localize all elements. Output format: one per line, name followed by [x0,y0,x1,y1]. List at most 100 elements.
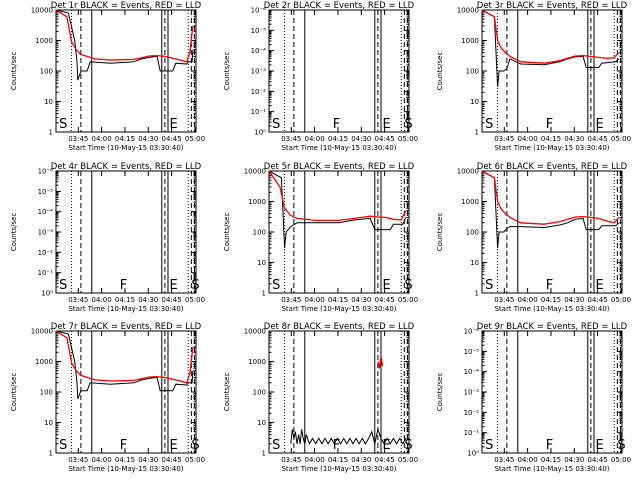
y-axis-label: Counts/sec [223,52,231,91]
marker-letter: E [383,278,391,293]
marker-letter: S [59,278,67,293]
marker-letter: S [485,278,493,293]
panel-9: Det 9r BLACK = Events, RED = LLD 10⁰ 10⁻¹ 1… [436,322,631,473]
plot-frame [481,330,623,454]
x-tick-label: 04:30 [138,456,158,464]
x-tick-label: 04:15 [115,456,135,464]
panel-title: Det 2r BLACK = Events, RED = LLD [264,1,415,11]
x-tick-label: 03:45 [494,296,514,304]
x-tick-label: 03:45 [494,135,514,143]
y-tick-label: 10 [257,259,266,267]
panel-title: Det 1r BLACK = Events, RED = LLD [51,1,202,11]
x-axis-label: Start Time (10-May-15 03:30:40) [494,144,609,152]
panel-8: Det 8r BLACK = Events, RED = LLD 1 10 100 10… [223,322,418,473]
x-axis-label: Start Time (10-May-15 03:30:40) [494,465,609,473]
x-tick-label: 04:15 [115,135,135,143]
x-tick-label: 04:45 [162,296,182,304]
y-tick-label: 10⁻² [251,88,267,96]
y-tick-label: 10000 [31,328,53,336]
lld-series-line [55,330,194,384]
y-axis-label: Counts/sec [10,52,18,91]
y-axis-label: Counts/sec [10,373,18,412]
panel-1: Det 1r BLACK = Events, RED = LLD 1 10 100 10… [10,1,205,152]
y-tick-label: 100 [253,229,266,237]
y-tick-label: 1000 [35,37,53,45]
lld-series-line [481,170,620,225]
y-tick-label: 10⁰ [41,290,53,298]
marker-letter: S [485,117,493,132]
marker-letter: F [333,438,340,453]
y-tick-label: 1000 [461,37,479,45]
y-tick-label: 1000 [248,198,266,206]
y-axis-label: Counts/sec [10,213,18,252]
y-tick-label: 10000 [244,168,266,176]
events-series-line [481,170,620,248]
plot-frame [55,170,197,294]
x-tick-label: 04:15 [541,135,561,143]
x-tick-label: 04:00 [92,135,112,143]
marker-letter: F [333,117,340,132]
marker-letter: S [191,438,199,453]
y-tick-label: 1 [262,290,266,298]
x-tick-label: 04:15 [328,135,348,143]
marker-letter: S [485,438,493,453]
marker-letter: S [272,438,280,453]
marker-letter: S [272,117,280,132]
x-tick-label: 04:15 [541,456,561,464]
y-tick-label: 10000 [244,328,266,336]
y-tick-label: 100 [253,389,266,397]
x-tick-label: 04:15 [328,456,348,464]
y-tick-label: 1 [49,450,53,458]
y-tick-label: 10 [470,259,479,267]
x-tick-label: 04:30 [351,296,371,304]
x-tick-label: 05:00 [611,296,631,304]
y-tick-label: 10⁰ [254,129,266,137]
y-axis-label: Counts/sec [223,213,231,252]
plot-frame [268,170,410,294]
y-tick-label: 1 [475,290,479,298]
y-tick-label: 10⁻⁵ [464,348,480,356]
marker-letter: F [546,117,553,132]
x-tick-label: 04:30 [564,456,584,464]
x-tick-label: 04:00 [305,456,325,464]
lld-series-line [481,9,620,64]
marker-letter: E [596,438,604,453]
panel-title: Det 4r BLACK = Events, RED = LLD [51,162,202,172]
x-tick-label: 05:00 [398,135,418,143]
x-tick-label: 04:30 [138,296,158,304]
marker-letter: E [383,117,391,132]
y-tick-label: 10⁻¹ [251,108,267,116]
y-tick-label: 10000 [31,7,53,15]
x-tick-label: 04:00 [518,135,538,143]
y-tick-label: 10⁻⁴ [251,47,267,55]
panel-title: Det 6r BLACK = Events, RED = LLD [477,162,628,172]
y-tick-label: 10⁻⁶ [464,328,480,336]
y-tick-label: 10 [44,419,53,427]
x-tick-label: 05:00 [611,456,631,464]
x-axis-label: Start Time (10-May-15 03:30:40) [68,305,183,313]
y-tick-label: 10⁻⁶ [38,168,54,176]
y-tick-label: 10⁻⁵ [251,27,267,35]
events-series-line [268,170,407,248]
x-tick-label: 04:45 [375,456,395,464]
y-tick-label: 1000 [35,358,53,366]
x-tick-label: 04:00 [92,456,112,464]
y-tick-label: 100 [40,68,53,76]
y-tick-label: 10⁻³ [251,68,267,76]
marker-letter: E [170,278,178,293]
marker-letter: S [272,278,280,293]
x-axis-label: Start Time (10-May-15 03:30:40) [68,465,183,473]
plot-frame [268,9,410,133]
y-tick-label: 100 [40,389,53,397]
y-tick-label: 10 [44,98,53,106]
y-tick-label: 10⁰ [467,450,479,458]
y-tick-label: 100 [466,229,479,237]
x-axis-label: Start Time (10-May-15 03:30:40) [68,144,183,152]
x-tick-label: 03:45 [494,456,514,464]
x-tick-label: 04:30 [351,135,371,143]
panel-title: Det 9r BLACK = Events, RED = LLD [477,322,628,332]
y-tick-label: 10⁻³ [38,229,54,237]
panel-title: Det 5r BLACK = Events, RED = LLD [264,162,415,172]
panel-2: Det 2r BLACK = Events, RED = LLD 10⁰ 10⁻¹ 1… [223,1,418,152]
y-tick-label: 10⁻⁴ [464,368,480,376]
